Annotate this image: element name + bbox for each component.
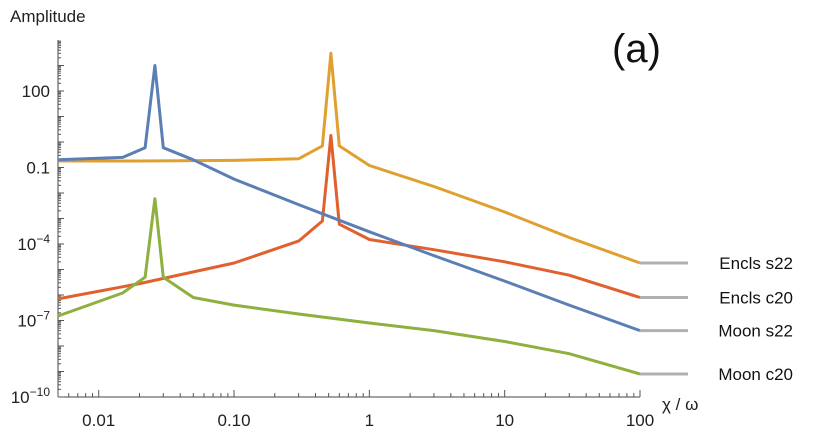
series-line-0	[58, 51, 641, 265]
legend: Encls s22 Encls c20 Moon s22 Moon c20	[640, 254, 793, 384]
series-line-1	[57, 134, 641, 301]
y-tick-base: 10	[17, 312, 36, 331]
y-tick-label: 10−7	[17, 309, 50, 331]
y-tick-exponent: −10	[30, 385, 51, 399]
panel-label: (a)	[612, 27, 661, 71]
x-tick-label: 10	[495, 411, 514, 430]
y-tick-label: 0.1	[26, 159, 50, 178]
legend-label-1: Encls c20	[719, 288, 793, 307]
y-axis-label: Amplitude	[10, 7, 86, 26]
y-tick-label: 10−10	[11, 385, 51, 407]
x-tick-label: 0.10	[218, 411, 251, 430]
y-tick-label: 100	[22, 82, 50, 101]
series-line-2	[57, 64, 641, 333]
series-layer	[57, 51, 641, 376]
y-tick-exponent: −4	[36, 232, 50, 246]
legend-label-3: Moon c20	[718, 365, 793, 384]
legend-label-2: Moon s22	[718, 322, 793, 341]
y-tick-base: 10	[17, 235, 36, 254]
y-tick-exponent: −7	[36, 309, 50, 323]
x-tick-label: 1	[365, 411, 374, 430]
series-line-3	[57, 197, 641, 376]
x-axis-label: χ / ω	[662, 395, 698, 414]
y-tick-base: 10	[11, 388, 30, 407]
y-tick-label: 10−4	[17, 232, 50, 254]
x-tick-label: 100	[626, 411, 654, 430]
x-tick-label: 0.01	[82, 411, 115, 430]
legend-label-0: Encls s22	[719, 254, 793, 273]
